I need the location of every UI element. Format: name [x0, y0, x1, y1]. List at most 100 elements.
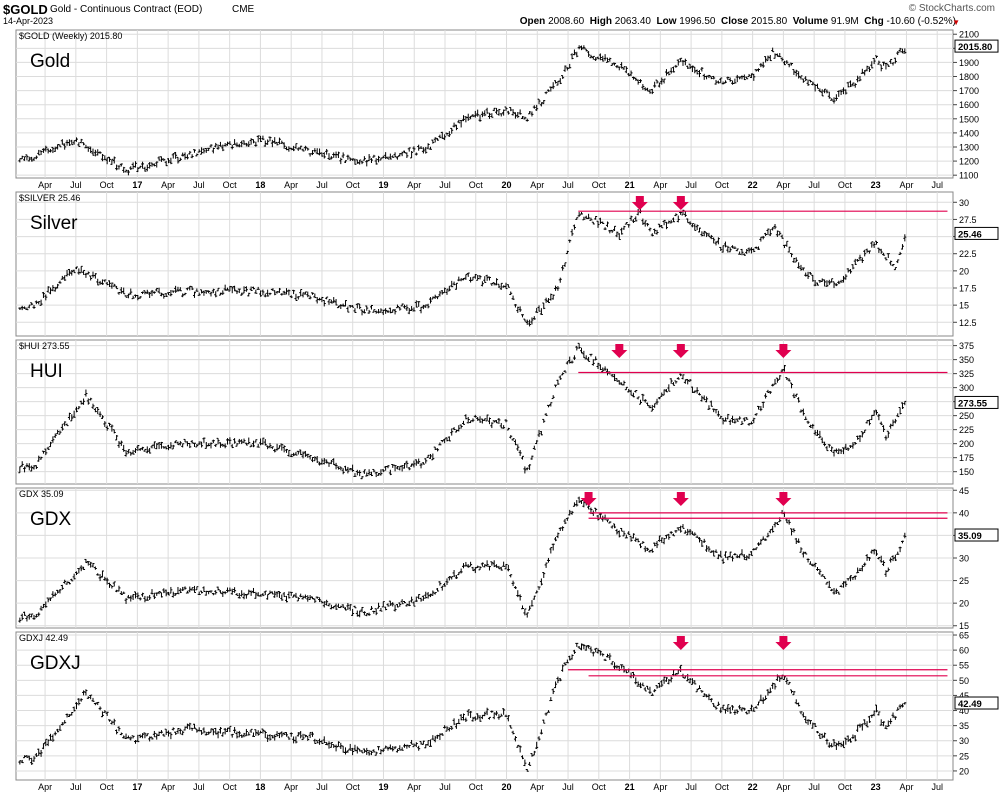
- y-tick-label: 25: [959, 576, 969, 586]
- panel-title: Gold: [30, 51, 70, 72]
- x-tick-label: Jul: [931, 180, 943, 190]
- series-name-label: GDX 35.09: [19, 489, 64, 499]
- last-value-box: [954, 395, 999, 409]
- x-tick-label: 21: [625, 180, 635, 190]
- x-tick-label: Apr: [653, 180, 667, 190]
- x-tick-label: Oct: [223, 180, 238, 190]
- x-tick-label: Jul: [193, 180, 205, 190]
- y-tick-label: 45: [959, 691, 969, 701]
- arrow-down-icon: [672, 344, 689, 358]
- y-tick-label: 225: [959, 425, 974, 435]
- y-tick-label: 30: [959, 736, 969, 746]
- series-name-label: $HUI 273.55: [19, 341, 70, 351]
- y-tick-label: 55: [959, 661, 969, 671]
- low-value: 1996.50: [679, 16, 716, 27]
- y-tick-label: 30: [959, 554, 969, 564]
- series-name-label: $GOLD (Weekly) 2015.80: [19, 31, 122, 41]
- y-tick-label: 250: [959, 411, 974, 421]
- y-tick-label: 65: [959, 631, 969, 641]
- y-tick-label: 1800: [959, 72, 979, 82]
- arrow-down-icon: [775, 492, 792, 506]
- x-tick-label: 19: [378, 180, 388, 190]
- y-tick-label: 325: [959, 369, 974, 379]
- symbol-label: $GOLD: [3, 2, 48, 17]
- arrow-down-icon: [580, 492, 597, 506]
- y-tick-label: 35: [959, 721, 969, 731]
- y-tick-label: 20: [959, 766, 969, 776]
- y-tick-label: 22.5: [959, 249, 977, 259]
- watermark-label: © StockCharts.com: [908, 3, 995, 14]
- y-tick-label: 27.5: [959, 215, 977, 225]
- last-value-label: 35.09: [958, 531, 982, 542]
- x-tick-label: Apr: [161, 180, 175, 190]
- x-tick-label: Oct: [715, 180, 730, 190]
- y-tick-label: 175: [959, 453, 974, 463]
- panel-frame: [15, 339, 954, 485]
- panel-title: Silver: [30, 213, 78, 234]
- y-tick-label: 1200: [959, 157, 979, 167]
- x-tick-label: Oct: [592, 180, 607, 190]
- y-tick-label: 1600: [959, 100, 979, 110]
- x-tick-label: Jul: [685, 180, 697, 190]
- y-tick-label: 15: [959, 301, 969, 311]
- y-tick-label: 50: [959, 676, 969, 686]
- x-tick-label: 18: [255, 180, 265, 190]
- x-tick-label: Oct: [100, 180, 115, 190]
- y-tick-label: 15: [959, 621, 969, 631]
- x-tick-label: Jul: [562, 180, 574, 190]
- panel-title: HUI: [30, 361, 63, 382]
- x-tick-label: Jul: [70, 180, 82, 190]
- panel-frame: [15, 631, 954, 781]
- y-tick-label: 1300: [959, 142, 979, 152]
- y-tick-label: 350: [959, 355, 974, 365]
- x-tick-label: Apr: [38, 180, 52, 190]
- x-tick-label: Jul: [808, 180, 820, 190]
- y-tick-label: 45: [959, 486, 969, 496]
- y-tick-label: 300: [959, 383, 974, 393]
- high-label: High: [589, 16, 613, 27]
- x-tick-label: Apr: [284, 180, 298, 190]
- last-value-box: [954, 39, 999, 53]
- y-tick-label: 20: [959, 599, 969, 609]
- x-tick-label: Jul: [316, 180, 328, 190]
- last-value-box: [954, 226, 999, 240]
- y-tick-label: 1400: [959, 128, 979, 138]
- chg-label: Chg: [864, 16, 884, 27]
- y-tick-label: 12.5: [959, 318, 977, 328]
- x-tick-label: 20: [502, 180, 512, 190]
- x-tick-label: Apr: [530, 180, 544, 190]
- volume-label: Volume: [792, 16, 829, 27]
- panel-frame: [15, 29, 954, 179]
- x-tick-label: Jul: [439, 180, 451, 190]
- y-tick-label: 60: [959, 646, 969, 656]
- x-tick-label: Apr: [407, 180, 421, 190]
- x-tick-label: 23: [871, 180, 881, 190]
- high-value: 2063.40: [614, 16, 651, 27]
- caret-down-icon: ▼: [952, 18, 960, 27]
- y-tick-label: 1900: [959, 58, 979, 68]
- close-value: 2015.80: [751, 16, 788, 27]
- y-tick-label: 200: [959, 439, 974, 449]
- last-value-label: 2015.80: [958, 42, 992, 53]
- y-tick-label: 1100: [959, 171, 978, 181]
- date-label: 14-Apr-2023: [3, 16, 54, 26]
- arrow-down-icon: [631, 196, 648, 210]
- y-tick-label: 2100: [959, 30, 979, 40]
- chart-header: $GOLD Gold - Continuous Contract (EOD) C…: [0, 0, 1000, 28]
- ohlc-readout: Open 2008.60 High 2063.40 Low 1996.50 Cl…: [520, 16, 956, 27]
- y-tick-label: 1500: [959, 114, 979, 124]
- last-value-box: [954, 528, 999, 542]
- y-tick-label: 17.5: [959, 284, 977, 294]
- y-tick-label: 40: [959, 508, 969, 518]
- volume-value: 91.9M: [830, 16, 859, 27]
- y-tick-label: 375: [959, 341, 974, 351]
- x-tick-label: Oct: [469, 180, 484, 190]
- series-name-label: $SILVER 25.46: [19, 193, 80, 203]
- open-label: Open: [519, 16, 546, 27]
- x-tick-label: 22: [748, 180, 758, 190]
- y-tick-label: 30: [959, 198, 969, 208]
- arrow-down-icon: [672, 196, 689, 210]
- y-tick-label: 1700: [959, 86, 979, 96]
- arrow-down-icon: [611, 344, 628, 358]
